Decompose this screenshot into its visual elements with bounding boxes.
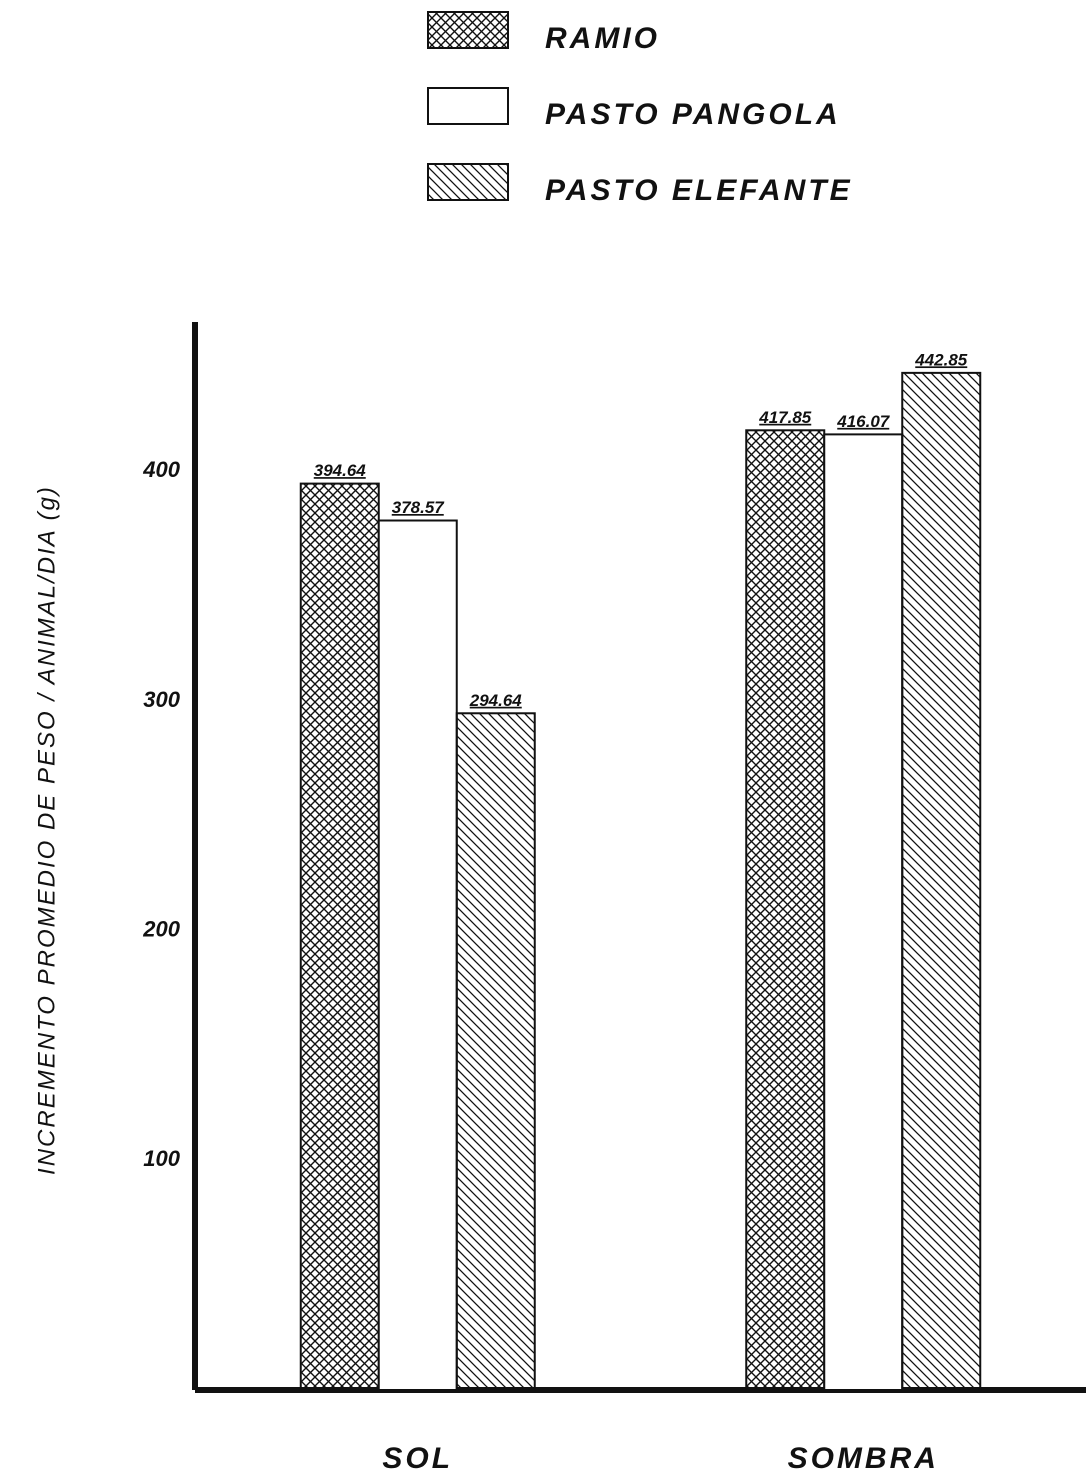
bar <box>823 433 904 1391</box>
bar <box>299 482 380 1392</box>
value-label: 394.64 <box>314 461 367 480</box>
y-tick-label: 400 <box>142 457 180 482</box>
y-tick-label: 200 <box>142 916 180 941</box>
bar <box>455 712 536 1391</box>
y-axis-label: INCREMENTO PROMEDIO DE PESO / ANIMAL/DIA… <box>33 485 60 1175</box>
y-tick-label: 300 <box>143 687 180 712</box>
x-tick-label: SOMBRA <box>788 1442 939 1475</box>
value-label: 442.85 <box>914 350 968 369</box>
value-label: 417.85 <box>758 408 812 427</box>
bar <box>901 371 982 1391</box>
legend-label: RAMIO <box>545 22 660 55</box>
value-label: 416.07 <box>836 412 891 431</box>
x-tick-label: SOL <box>382 1442 453 1475</box>
legend-swatch <box>427 87 509 125</box>
legend-label: PASTO PANGOLA <box>545 98 841 131</box>
legend-swatch <box>427 163 509 201</box>
legend-label: PASTO ELEFANTE <box>545 174 853 207</box>
bar <box>377 519 458 1391</box>
value-label: 378.57 <box>392 498 446 517</box>
value-label: 294.64 <box>469 691 523 710</box>
y-tick-label: 100 <box>143 1146 180 1171</box>
bar <box>745 429 826 1391</box>
legend-swatch <box>427 11 509 49</box>
